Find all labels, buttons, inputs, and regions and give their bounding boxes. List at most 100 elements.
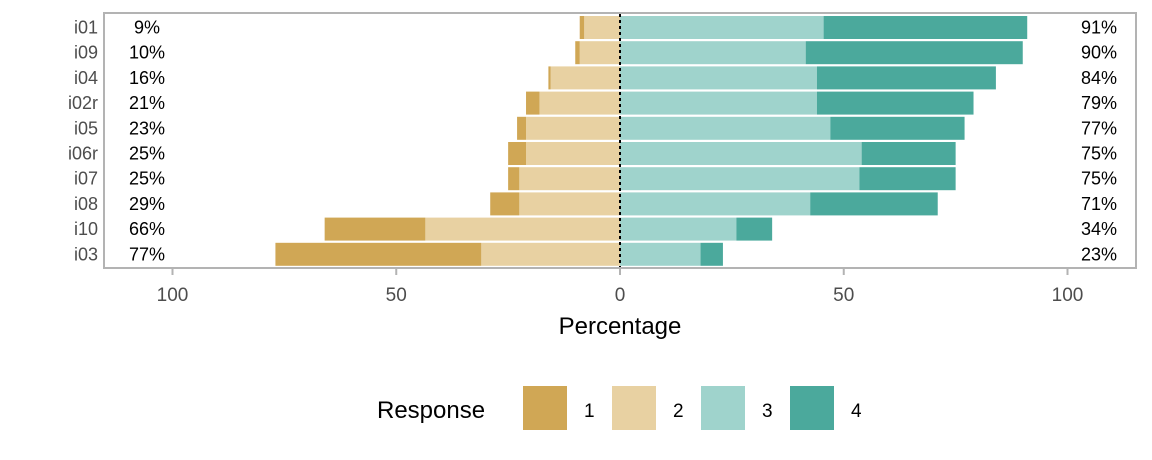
bar-i03-r2 xyxy=(481,242,620,266)
bar-i09-r3 xyxy=(620,41,806,65)
bar-i02r-r4 xyxy=(816,91,974,115)
bar-i03-r4 xyxy=(700,242,723,266)
bar-i03-r1 xyxy=(275,242,482,266)
item-label-i01: i01 xyxy=(74,18,98,38)
legend-label-2: 2 xyxy=(673,401,684,422)
bar-i06r-r1 xyxy=(508,142,527,165)
item-label-i02r: i02r xyxy=(68,93,98,113)
bar-group-i08 xyxy=(490,192,938,216)
high-pct-i02r: 79% xyxy=(1081,93,1117,113)
low-pct-i02r: 21% xyxy=(129,93,165,113)
low-pct-i03: 77% xyxy=(129,244,165,264)
x-tick-label-4: 100 xyxy=(1052,285,1084,306)
legend: Response 1 2 3 4 xyxy=(377,386,862,430)
bar-i09-r4 xyxy=(805,41,1023,65)
bar-i04-r4 xyxy=(816,66,996,90)
item-label-i07: i07 xyxy=(74,169,98,189)
item-labels: i01 i09 i04 i02r i05 i06r i07 i08 i10 i03 xyxy=(68,18,98,265)
legend-label-3: 3 xyxy=(762,401,773,422)
low-pct-i04: 16% xyxy=(129,68,165,88)
high-pct-i03: 23% xyxy=(1081,244,1117,264)
bar-group-i09 xyxy=(575,41,1023,65)
legend-title: Response xyxy=(377,397,485,424)
bar-i04-r1 xyxy=(548,66,551,90)
legend-label-1: 1 xyxy=(584,401,595,422)
bar-group-i02r xyxy=(526,91,974,115)
bar-group-i03 xyxy=(275,242,723,266)
bar-i08-r4 xyxy=(810,192,938,216)
item-label-i03: i03 xyxy=(74,244,98,264)
low-pct-i08: 29% xyxy=(129,194,165,214)
legend-key-4 xyxy=(790,386,834,430)
x-tick-label-3: 50 xyxy=(833,285,854,306)
bar-i04-r2 xyxy=(550,66,620,90)
item-label-i06r: i06r xyxy=(68,144,98,164)
bar-i01-r1 xyxy=(579,16,585,39)
bar-i02r-r2 xyxy=(539,91,620,115)
bar-i06r-r3 xyxy=(620,142,862,165)
x-tick-label-2: 0 xyxy=(615,285,626,306)
x-tick-label-0: 100 xyxy=(157,285,189,306)
low-pct-i01: 9% xyxy=(134,18,160,38)
bar-i02r-r1 xyxy=(526,91,540,115)
bar-i01-r3 xyxy=(620,16,824,39)
low-pct-i06r: 25% xyxy=(129,144,165,164)
item-label-i09: i09 xyxy=(74,43,98,63)
x-tick-label-1: 50 xyxy=(386,285,407,306)
bar-group-i10 xyxy=(324,217,773,241)
bar-i05-r2 xyxy=(526,116,620,140)
item-label-i10: i10 xyxy=(74,219,98,239)
low-pct-labels: 9% 10% 16% 21% 23% 25% 25% 29% 66% 77% xyxy=(129,18,165,265)
bar-i05-r1 xyxy=(517,116,527,140)
bar-i07-r4 xyxy=(859,167,956,191)
item-label-i04: i04 xyxy=(74,68,98,88)
low-pct-i10: 66% xyxy=(129,219,165,239)
bar-i10-r2 xyxy=(425,217,620,241)
high-pct-i08: 71% xyxy=(1081,194,1117,214)
item-label-i08: i08 xyxy=(74,194,98,214)
bar-i08-r2 xyxy=(519,192,620,216)
bar-i01-r4 xyxy=(823,16,1028,39)
low-pct-i05: 23% xyxy=(129,118,165,138)
bar-group-i01 xyxy=(579,16,1028,39)
bar-i10-r1 xyxy=(324,217,426,241)
bar-group-i07 xyxy=(508,167,956,191)
bars xyxy=(275,16,1028,266)
bar-group-i05 xyxy=(517,116,965,140)
high-pct-i10: 34% xyxy=(1081,219,1117,239)
legend-key-2 xyxy=(612,386,656,430)
bar-i10-r3 xyxy=(620,217,737,241)
bar-i05-r4 xyxy=(830,116,965,140)
bar-i06r-r4 xyxy=(861,142,956,165)
legend-label-4: 4 xyxy=(851,401,862,422)
low-pct-i09: 10% xyxy=(129,43,165,63)
bar-i07-r3 xyxy=(620,167,860,191)
panel-border xyxy=(103,12,1137,269)
bar-i02r-r3 xyxy=(620,91,817,115)
high-pct-i07: 75% xyxy=(1081,169,1117,189)
bar-group-i06r xyxy=(508,142,956,165)
bar-i09-r1 xyxy=(575,41,580,65)
high-pct-i09: 90% xyxy=(1081,43,1117,63)
x-axis-title: Percentage xyxy=(559,313,682,340)
item-label-i05: i05 xyxy=(74,118,98,138)
bar-i03-r3 xyxy=(620,242,701,266)
legend-key-1 xyxy=(523,386,567,430)
bar-i08-r1 xyxy=(490,192,520,216)
bar-group-i04 xyxy=(548,66,996,90)
bar-i10-r4 xyxy=(736,217,773,241)
bar-i01-r2 xyxy=(584,16,620,39)
bar-i06r-r2 xyxy=(526,142,620,165)
high-pct-i05: 77% xyxy=(1081,118,1117,138)
bar-i07-r1 xyxy=(508,167,520,191)
bar-i04-r3 xyxy=(620,66,817,90)
bar-i07-r2 xyxy=(519,167,620,191)
x-axis: 100 50 0 50 100 xyxy=(157,269,1084,306)
legend-key-3 xyxy=(701,386,745,430)
bar-i09-r2 xyxy=(579,41,620,65)
bar-i08-r3 xyxy=(620,192,811,216)
high-pct-i01: 91% xyxy=(1081,18,1117,38)
bar-i05-r3 xyxy=(620,116,831,140)
low-pct-i07: 25% xyxy=(129,169,165,189)
